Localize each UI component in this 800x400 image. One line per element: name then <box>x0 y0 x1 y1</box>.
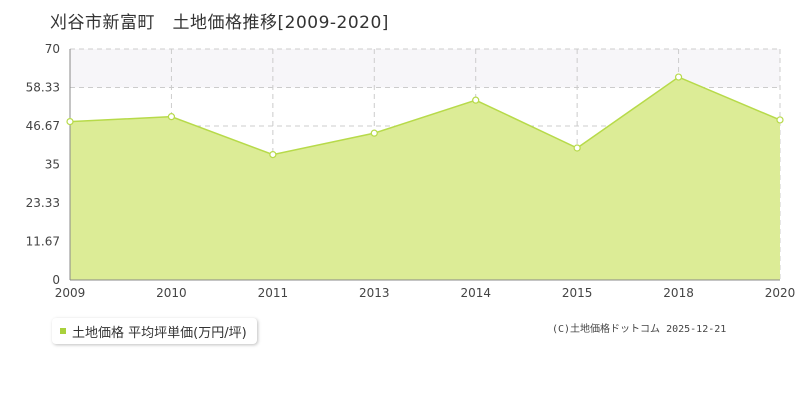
x-tick-labels: 2009 2010 2011 2013 2014 2015 2018 2020 <box>55 286 796 300</box>
x-tick-label: 2014 <box>460 286 491 300</box>
y-tick-label: 11.67 <box>26 234 60 248</box>
data-point <box>370 129 378 137</box>
x-tick-label: 2011 <box>258 286 289 300</box>
data-point <box>472 96 480 104</box>
y-tick-label: 70 <box>45 42 60 56</box>
data-point <box>167 113 176 121</box>
data-points <box>66 73 784 159</box>
y-tick-label: 58.33 <box>26 81 60 95</box>
axes <box>69 49 780 281</box>
legend: 土地価格 平均坪単価(万円/坪) <box>52 318 257 344</box>
x-tick-label: 2009 <box>55 286 86 300</box>
y-tick-label: 23.33 <box>26 196 60 210</box>
data-point <box>573 144 581 152</box>
upper-band <box>70 49 780 88</box>
x-tick-label: 2015 <box>562 286 593 300</box>
data-point <box>776 116 784 124</box>
x-tick-label: 2013 <box>359 286 390 300</box>
copyright-text: (C)土地価格ドットコム 2025-12-21 <box>552 324 727 335</box>
legend-marker <box>60 328 66 334</box>
y-tick-label: 35 <box>45 158 60 172</box>
y-tick-label: 46.67 <box>26 119 60 133</box>
y-tick-labels: 0 11.67 23.33 35 46.67 58.33 70 <box>26 42 60 287</box>
data-point <box>674 73 683 81</box>
price-line <box>69 76 781 156</box>
x-tick-label: 2018 <box>663 286 694 300</box>
x-tick-label: 2020 <box>765 286 796 300</box>
x-tick-label: 2010 <box>156 286 187 300</box>
chart-title: 刈谷市新富町 土地価格推移[2009-2020] <box>50 13 389 33</box>
y-tick-label: 0 <box>52 273 60 287</box>
data-point <box>66 117 74 126</box>
price-area <box>70 77 780 280</box>
legend-label: 土地価格 平均坪単価(万円/坪) <box>72 325 247 341</box>
data-point <box>269 151 277 159</box>
